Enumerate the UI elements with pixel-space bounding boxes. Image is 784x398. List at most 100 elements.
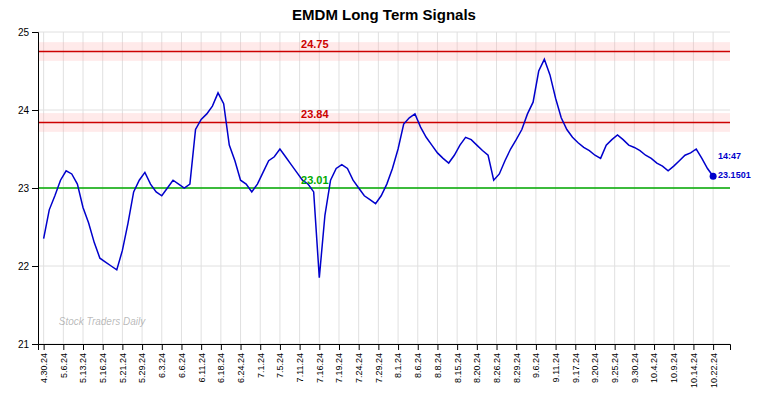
x-tick-mark [63,344,64,350]
x-tick: 6.18.24 [216,344,226,383]
marks [38,42,730,278]
x-tick: 9.25.24 [610,344,620,383]
watermark: Stock Traders Daily [59,316,147,327]
x-tick-label: 7.11.24 [295,353,305,382]
x-tick: 10.14.24 [689,344,699,388]
x-tick-mark [221,344,222,350]
y-tick-label: 22 [18,261,30,272]
y-tick: 21 [18,339,38,350]
x-tick: 10.4.24 [649,344,659,383]
band [38,42,730,61]
x-tick-label: 8.15.24 [453,353,463,383]
annotations: 24.7523.8423.0114:4723.1501Stock Traders… [59,38,751,328]
x-tick-mark [181,344,182,350]
x-tick-mark [44,344,45,350]
x-tick: 5.16.24 [98,344,108,383]
x-tick-mark [575,344,576,350]
x-tick-mark [418,344,419,350]
x-tick-mark [103,344,104,350]
x-tick-label: 8.26.24 [492,353,502,383]
x-tick-mark [674,344,675,350]
x-tick: 7.11.24 [295,344,305,382]
y-tick-label: 25 [18,27,30,38]
chart: EMDM Long Term Signals 4.30.24 5.6.24 5.13.… [0,0,784,398]
x-tick: 7.16.24 [315,344,325,383]
x-tick-label: 9.6.24 [531,353,541,378]
x-tick-label: 10.22.24 [709,353,719,388]
y-tick: 24 [18,105,38,116]
x-tick-label: 7.19.24 [334,353,344,383]
x-tick-mark [339,344,340,350]
x-tick-label: 6.11.24 [197,353,207,382]
x-tick-mark [201,344,202,350]
x-tick-mark [556,344,557,350]
x-tick-mark [713,344,714,350]
band [38,113,730,132]
x-tick: 9.11.24 [551,344,561,382]
x-tick: 10.22.24 [709,344,719,388]
x-tick-mark [162,344,163,350]
x-tick: 7.19.24 [334,344,344,383]
x-tick-label: 7.1.24 [256,353,266,378]
x-tick-label: 5.13.24 [78,353,88,383]
x-tick-label: 7.16.24 [315,353,325,383]
x-tick: 6.6.24 [177,344,187,378]
x-tick: 9.6.24 [531,344,541,378]
x-tick-mark [477,344,478,350]
x-tick-mark [516,344,517,350]
level-label: 23.84 [301,108,329,120]
x-tick-label: 9.30.24 [630,353,640,383]
x-tick: 8.26.24 [492,344,502,383]
x-tick-label: 8.20.24 [472,353,482,383]
level-line [38,122,730,124]
x-tick: 5.29.24 [137,344,147,383]
grid [38,32,730,344]
y-tick-mark [32,344,38,345]
x-tick: 8.20.24 [472,344,482,383]
x-tick-mark [497,344,498,350]
x-tick: 9.17.24 [571,344,581,383]
x-tick: 5.21.24 [118,344,128,383]
x-tick: 7.24.24 [354,344,364,383]
x-tick-mark [142,344,143,350]
x-tick-label: 6.6.24 [177,353,187,378]
last-point [710,173,717,180]
x-tick-label: 9.25.24 [610,353,620,383]
x-tick-label: 9.17.24 [571,353,581,383]
last-annotation: 23.1501 [718,170,751,180]
x-axis: 4.30.24 5.6.24 5.13.24 5.16.24 5.21.24 5.29.2… [39,344,731,388]
x-tick-label: 5.21.24 [118,353,128,383]
x-tick-label: 10.4.24 [649,353,659,383]
x-tick-label: 6.3.24 [157,353,167,378]
x-tick-mark [122,344,123,350]
plot: 4.30.24 5.6.24 5.13.24 5.16.24 5.21.24 5.29.2… [18,27,751,388]
x-tick-mark [378,344,379,350]
last-annotation: 14:47 [718,151,741,161]
x-tick-label: 5.6.24 [59,353,69,378]
x-tick: 8.29.24 [512,344,522,383]
x-tick: 10.9.24 [669,344,679,383]
y-axis: 2122232425 [18,27,39,350]
level-line [38,51,730,53]
x-tick: 7.1.24 [256,344,266,378]
x-tick: 9.20.24 [590,344,600,383]
x-tick: 5.6.24 [59,344,69,378]
x-tick-mark [457,344,458,350]
x-tick: 7.5.24 [275,344,285,378]
x-tick-label: 10.9.24 [669,353,679,383]
x-tick-label: 5.16.24 [98,353,108,383]
x-tick-label: 4.30.24 [39,353,49,383]
x-tick-label: 9.20.24 [590,353,600,383]
x-axis-line [39,345,731,351]
x-tick: 8.15.24 [453,344,463,383]
x-tick-mark [693,344,694,350]
x-tick-label: 7.29.24 [374,353,384,383]
x-tick-mark [654,344,655,350]
title: EMDM Long Term Signals [292,6,476,23]
x-tick-mark [260,344,261,350]
x-tick-mark [536,344,537,350]
level-label: 23.01 [301,174,329,186]
x-tick-label: 6.18.24 [216,353,226,383]
price-line [44,59,713,277]
x-tick-mark [595,344,596,350]
